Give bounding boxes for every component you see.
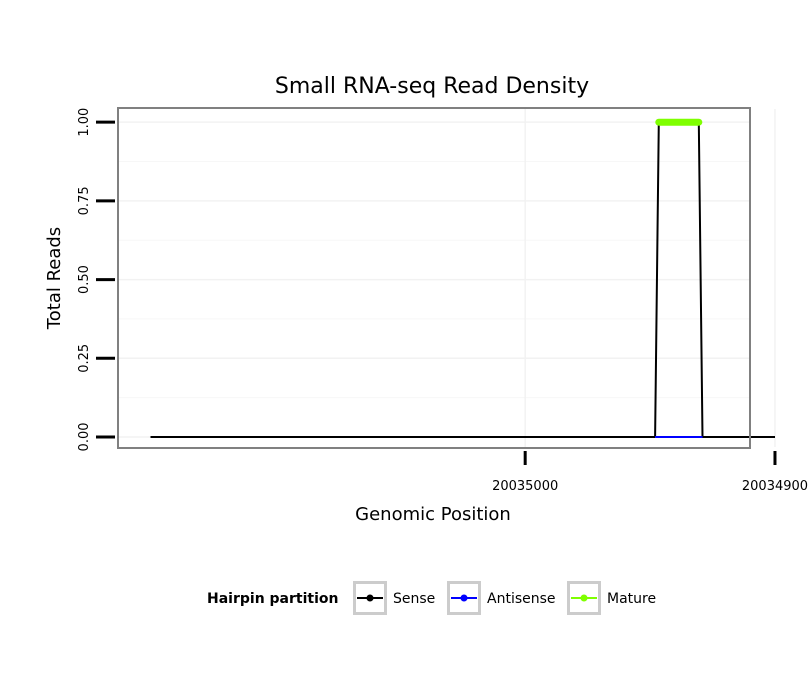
axis-layer: 0.00 0.25 0.50 0.75 1.00 20035000 20034900 (77, 108, 808, 494)
legend-title: Hairpin partition (207, 591, 338, 607)
legend-label: Sense (393, 591, 435, 607)
grid-layer (119, 109, 776, 447)
legend-item-antisense: Antisense (447, 581, 556, 615)
y-tick-label: 1.00 (77, 108, 92, 137)
data-layer (150, 118, 775, 438)
y-tick-label: 0.25 (77, 344, 92, 373)
legend-key-point (366, 594, 374, 602)
legend-item-mature: Mature (567, 581, 656, 615)
chart-title: Small RNA-seq Read Density (275, 74, 589, 99)
y-tick-label: 0.50 (77, 265, 92, 294)
legend: Hairpin partition Sense Antisense Mature (207, 581, 656, 615)
legend-label: Antisense (487, 591, 556, 607)
x-tick-label: 20034900 (742, 479, 808, 494)
legend-key-point (460, 594, 468, 602)
x-axis-title: Genomic Position (355, 504, 511, 525)
y-axis-title: Total Reads (44, 227, 65, 330)
legend-label: Mature (607, 591, 656, 607)
y-tick-label: 0.00 (77, 423, 92, 452)
y-tick-label: 0.75 (77, 186, 92, 215)
x-tick-label: 20035000 (492, 479, 558, 494)
legend-item-sense: Sense (353, 581, 435, 615)
plot-panel-border (117, 107, 751, 449)
legend-key-point (580, 594, 588, 602)
